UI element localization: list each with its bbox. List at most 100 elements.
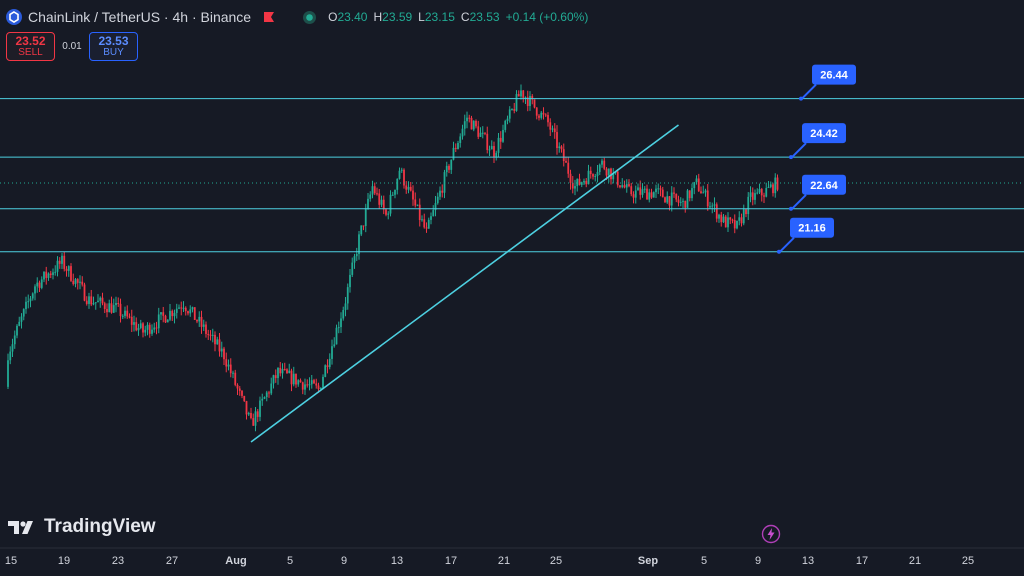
candle-body [488,149,491,151]
candle [639,180,642,200]
candle [742,204,745,226]
candle [74,278,77,288]
candle [88,292,90,309]
candle [13,330,16,349]
candle-body [463,121,466,129]
candle [378,189,381,209]
level-labels: 26.44 24.42 22.64 21.16 [777,64,856,254]
candle [427,217,430,229]
candle-body [76,279,79,283]
candle [279,361,282,377]
candle-body [736,220,738,229]
candle-body [722,216,725,223]
candle-body [612,172,615,180]
candle-body [396,178,399,190]
candle [508,106,511,123]
candle-body [486,133,489,150]
candle [263,396,266,400]
candle-body [268,392,270,394]
buy-button[interactable]: 23.53 BUY [89,32,138,61]
candle [499,131,502,149]
x-tick-label: 25 [962,555,974,567]
sell-price: 23.52 [15,33,46,48]
candle-body [677,199,680,203]
symbol-title[interactable]: ChainLink / TetherUS · 4h · Binance [28,9,252,25]
candle [403,168,405,189]
candle [495,150,498,161]
candle [99,296,102,308]
candle-body [506,118,509,121]
candle [641,183,644,198]
candle [767,181,770,189]
x-tick-label: Aug [225,555,246,567]
candle [164,314,167,323]
candle [621,178,624,189]
candle-body [184,307,187,312]
candle-body [106,308,108,313]
candle-body [362,225,365,227]
candle-body [596,171,599,176]
candle [673,187,675,198]
candle-body [594,175,597,177]
candle [619,185,621,189]
candle-body [274,375,277,379]
candle [677,195,680,207]
candle-body [704,190,707,193]
sell-button[interactable]: 23.52 SELL [6,32,55,61]
candle-body [157,314,160,329]
candle [576,178,579,192]
candle [596,164,599,183]
candle-body [67,266,70,271]
tradingview-logo[interactable]: TradingView [8,516,156,538]
candle [247,411,250,416]
candle-body [619,185,621,188]
candle [227,359,230,371]
market-status-icon[interactable] [303,10,317,24]
chainlink-logo-icon[interactable] [6,9,22,25]
candle [119,298,122,323]
candle [583,178,585,186]
candle-body [684,200,687,208]
candle [715,202,718,223]
flag-icon[interactable] [263,11,275,23]
candle [535,107,538,120]
candle [589,166,592,179]
candle-body [189,309,192,314]
lightning-icon[interactable] [761,524,781,544]
candle-body [301,382,304,390]
candle [124,306,126,319]
candle [153,322,156,333]
spread-value: 0.01 [62,41,82,52]
candle-body [565,161,567,163]
buy-price: 23.53 [98,33,129,48]
level-label-box [790,217,834,238]
candle [706,184,709,211]
candle [522,89,525,103]
candle-body [187,311,189,314]
candle-body [706,190,709,207]
candle [731,218,734,224]
candle [288,363,291,374]
candle [232,370,234,379]
candle [394,189,396,199]
candle-body [652,192,655,198]
brand-name: TradingView [44,516,156,537]
candle-body [81,281,84,285]
candle [493,141,495,163]
x-tick-label: 13 [391,555,403,567]
candle-body [472,120,475,130]
candle [733,214,736,234]
candle-body [340,318,342,328]
candle-body [382,199,385,210]
candle-body [421,219,423,221]
candle-body [664,197,666,203]
candle [187,310,189,316]
x-tick-label: 9 [341,555,347,567]
x-tick-label: 21 [498,555,510,567]
candle-body [155,327,158,329]
candle [196,319,198,324]
candle [414,192,417,208]
candle-body [259,400,261,417]
candle [254,407,257,432]
